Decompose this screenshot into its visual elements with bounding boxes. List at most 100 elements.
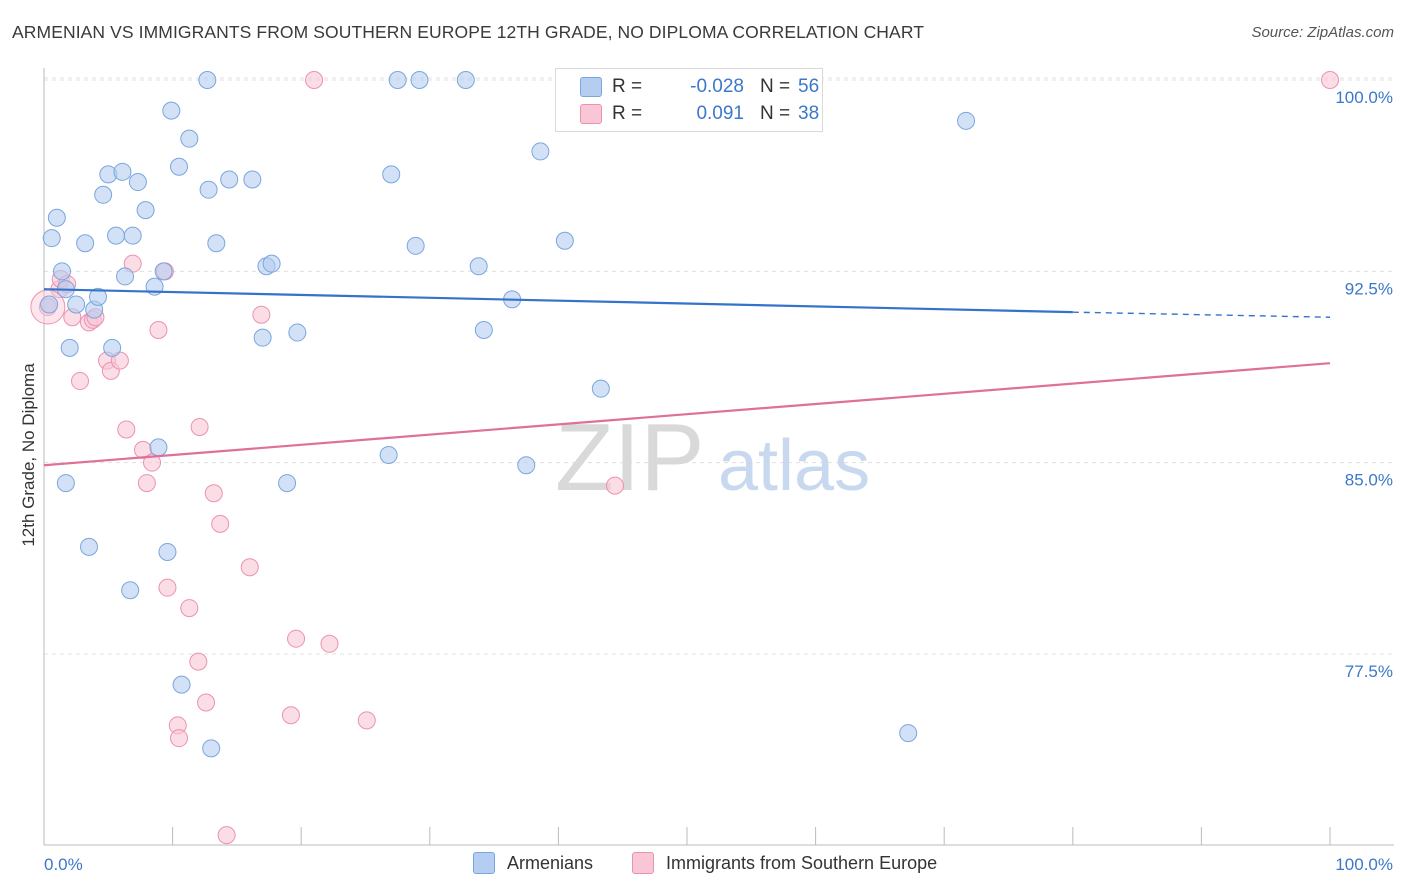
- legend-n-value: 38: [798, 103, 820, 124]
- southern-europe-point: [357, 711, 376, 730]
- armenians-trend-line: [43, 288, 1073, 314]
- legend-n-label: N =: [760, 76, 791, 97]
- armenians-point: [262, 254, 281, 273]
- armenians-point: [154, 262, 173, 281]
- southern-europe-point: [320, 634, 339, 653]
- southern-europe-point: [211, 514, 230, 533]
- legend-r-label: R =: [612, 76, 643, 97]
- armenians-point: [899, 724, 918, 743]
- southern-europe-point: [170, 729, 189, 748]
- armenians-point: [517, 456, 536, 475]
- x-tick-label: 0.0%: [44, 855, 83, 874]
- armenians-point: [379, 446, 398, 465]
- armenians-point: [278, 474, 297, 493]
- armenians-point: [180, 129, 199, 148]
- armenians-point: [202, 739, 221, 758]
- southern-europe-point: [158, 578, 177, 597]
- armenians-point: [53, 262, 72, 281]
- legend-swatch-pink: [632, 852, 654, 874]
- southern-europe-point: [240, 558, 259, 577]
- watermark-atlas: atlas: [718, 426, 870, 506]
- chart-title: ARMENIAN VS IMMIGRANTS FROM SOUTHERN EUR…: [12, 22, 925, 42]
- armenians-point: [128, 173, 147, 192]
- legend-n-value: 56: [798, 76, 820, 97]
- southern-europe-point: [137, 474, 156, 493]
- blue-series-points: [40, 71, 976, 758]
- legend-swatch-pink: [580, 104, 602, 124]
- armenians-point: [89, 287, 108, 306]
- armenians-point: [47, 208, 66, 227]
- y-tick-label: 85.0%: [1345, 471, 1393, 490]
- watermark: ZIP atlas: [555, 404, 870, 511]
- southern-europe-point: [180, 599, 199, 618]
- armenians-point: [149, 438, 168, 457]
- southern-europe-point: [143, 453, 162, 472]
- armenians-point: [60, 338, 79, 357]
- southern-europe-point: [197, 693, 216, 712]
- armenians-point: [474, 321, 493, 340]
- tick-labels: 77.5% 85.0% 92.5% 100.0% 0.0% 100.0%: [44, 88, 1393, 874]
- armenians-point: [170, 157, 189, 176]
- southern-europe-point: [287, 629, 306, 648]
- armenians-point: [162, 101, 181, 120]
- legend-label-armenians: Armenians: [507, 852, 594, 873]
- y-axis-label: 12th Grade, No Diploma: [19, 363, 38, 547]
- armenians-point: [957, 111, 976, 130]
- armenians-point: [591, 379, 610, 398]
- armenians-point: [410, 71, 429, 89]
- southern-europe-point: [605, 476, 624, 495]
- armenians-point: [67, 295, 86, 314]
- legend-swatch-blue: [580, 77, 602, 97]
- armenians-point: [107, 226, 126, 245]
- armenians-point: [382, 165, 401, 184]
- armenians-point: [198, 71, 217, 89]
- armenians-point: [123, 226, 142, 245]
- axes-layer: [43, 68, 1394, 846]
- armenians-point: [555, 231, 574, 250]
- y-tick-label: 77.5%: [1345, 662, 1393, 681]
- armenians-trend-extension: [1072, 311, 1331, 318]
- x-tick-label: 100.0%: [1335, 855, 1393, 874]
- armenians-point: [388, 71, 407, 89]
- armenians-point: [42, 229, 61, 248]
- armenians-point: [158, 542, 177, 561]
- armenians-point: [243, 170, 262, 189]
- southern-europe-point: [305, 71, 324, 89]
- armenians-point: [207, 234, 226, 253]
- pink-series-points: [30, 71, 1339, 845]
- legend-item-armenians: Armenians: [473, 852, 593, 874]
- southern-europe-point: [190, 417, 209, 436]
- southern-europe-point: [117, 420, 136, 439]
- legend-item-southern-europe: Immigrants from Southern Europe: [632, 852, 937, 874]
- armenians-point: [121, 581, 140, 600]
- southern-europe-point: [252, 305, 271, 324]
- armenians-point: [56, 474, 75, 493]
- southern-europe-point: [149, 321, 168, 340]
- y-tick-label: 92.5%: [1345, 279, 1393, 298]
- legend-r-label: R =: [612, 103, 643, 124]
- southern-europe-point: [281, 706, 300, 725]
- watermark-zip: ZIP: [555, 404, 704, 511]
- armenians-point: [253, 328, 272, 347]
- southern-europe-point: [204, 484, 223, 503]
- armenians-point: [76, 234, 95, 253]
- southern-europe-trend-line: [43, 362, 1331, 467]
- armenians-point: [406, 236, 425, 255]
- southern-europe-point: [71, 372, 90, 391]
- armenians-point: [531, 142, 550, 161]
- legend-n-label: N =: [760, 103, 791, 124]
- armenians-point: [288, 323, 307, 342]
- armenians-point: [456, 71, 475, 89]
- southern-europe-point: [1321, 71, 1339, 89]
- legend-r-value: -0.028: [690, 76, 744, 97]
- armenians-point: [116, 267, 135, 286]
- armenians-point: [220, 170, 239, 189]
- legend-label-southern-europe: Immigrants from Southern Europe: [666, 852, 938, 873]
- armenians-point: [94, 185, 113, 204]
- armenians-point: [103, 338, 122, 357]
- southern-europe-point: [217, 826, 236, 845]
- correlation-legend: R = -0.028 N = 56 R = 0.091 N = 38: [555, 68, 823, 132]
- legend-swatch-blue: [473, 852, 495, 874]
- y-tick-label: 100.0%: [1335, 88, 1393, 107]
- armenians-point: [113, 162, 132, 181]
